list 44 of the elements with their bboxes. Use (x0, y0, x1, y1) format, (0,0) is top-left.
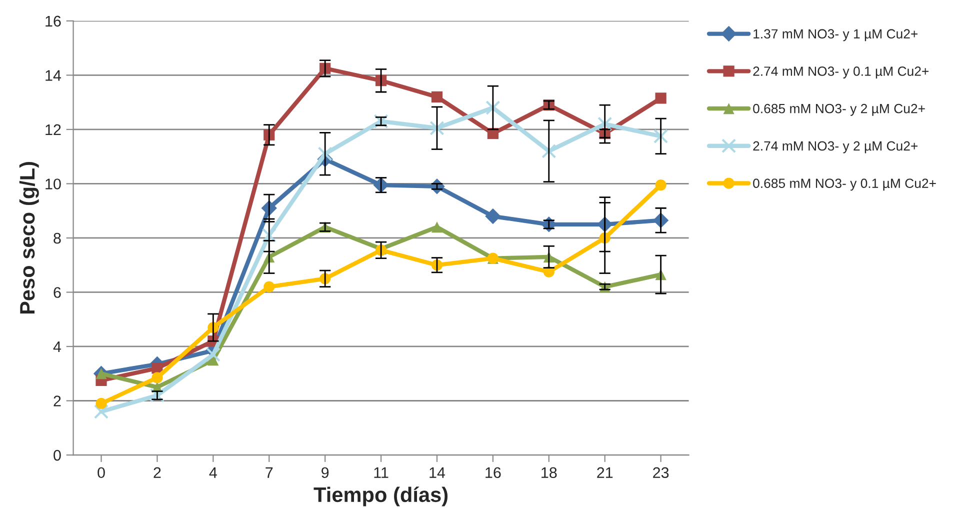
legend-label: 0.685 mM NO3- y 0.1 µM Cu2+ (753, 178, 936, 191)
y-tick-label: 16 (46, 16, 61, 27)
point (485, 208, 501, 224)
x-tick-label: 11 (374, 467, 388, 478)
legend-label: 1.37 mM NO3- y 1 µM Cu2+ (754, 29, 918, 42)
x-tick-label: 0 (98, 467, 105, 478)
point (262, 228, 276, 243)
legend-label: 2.74 mM NO3- y 2 µM Cu2+ (753, 141, 918, 154)
x-tick-label: 21 (597, 467, 613, 478)
x-tick-label: 18 (542, 467, 557, 478)
x-tick-label: 2 (154, 467, 161, 478)
y-tick-label: 14 (46, 70, 62, 81)
y-tick-label: 12 (46, 124, 61, 135)
point (264, 281, 275, 292)
point (431, 222, 443, 233)
point (598, 116, 612, 132)
x-tick-label: 14 (430, 467, 446, 478)
x-tick-label: 23 (653, 467, 669, 478)
y-tick-label: 0 (54, 450, 61, 461)
point (431, 91, 443, 102)
x-tick-label: 4 (209, 467, 217, 478)
point (318, 146, 332, 162)
x-axis-title: Tiempo (días) (314, 486, 448, 506)
y-tick-label: 8 (54, 232, 61, 244)
y-tick-label: 6 (54, 287, 61, 298)
point (96, 398, 107, 410)
y-tick-label: 10 (46, 178, 61, 190)
point (430, 120, 444, 136)
legend-label: 0.685 mM NO3- y 2 µM Cu2+ (753, 104, 925, 116)
point (655, 180, 666, 191)
y-tick-label: 4 (53, 342, 62, 352)
point (152, 372, 163, 384)
point (655, 92, 666, 104)
point (542, 144, 556, 158)
y-tick-label: 2 (54, 396, 61, 406)
legend-label: 2.74 mM NO3- y 0.1 µM Cu2+ (753, 66, 929, 79)
point (94, 404, 109, 419)
point (654, 128, 668, 144)
point (486, 100, 500, 116)
x-tick-label: 16 (486, 467, 501, 478)
point (206, 347, 220, 362)
x-tick-label: 9 (322, 467, 329, 478)
x-tick-label: 7 (266, 467, 273, 478)
y-axis-title: Peso seco (g/L) (19, 162, 39, 314)
